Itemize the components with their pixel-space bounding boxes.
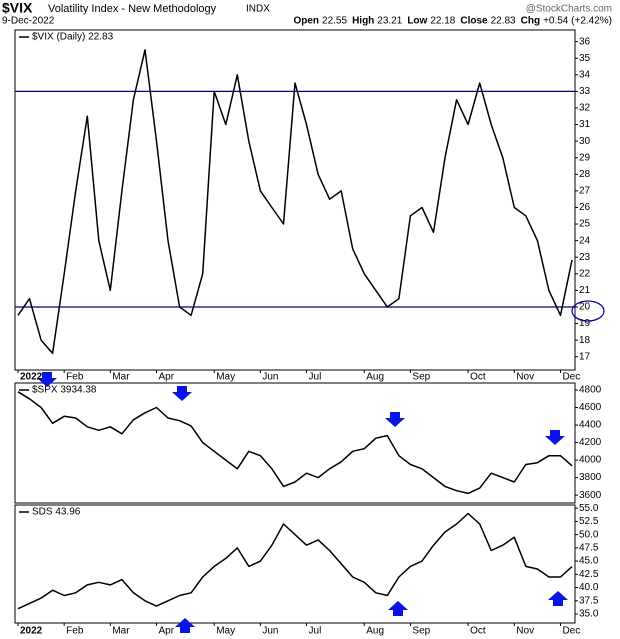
x-tick-label: Jun bbox=[262, 372, 278, 383]
y-tick-label: 29 bbox=[579, 152, 591, 163]
y-tick-label: 27 bbox=[579, 186, 591, 197]
arrows bbox=[37, 372, 568, 633]
y-tick-label: 55.0 bbox=[579, 503, 599, 514]
y-tick-label: 24 bbox=[579, 235, 591, 246]
line-series bbox=[17, 391, 573, 495]
y-tick-label: 18 bbox=[579, 335, 591, 346]
y-tick-label: 45.0 bbox=[579, 556, 599, 567]
quote-value: 22.55 bbox=[322, 16, 347, 27]
line-series bbox=[17, 49, 573, 355]
x-tick-label: Oct bbox=[470, 626, 486, 637]
legend: $SPX 3934.38 bbox=[32, 385, 97, 396]
down-arrow bbox=[172, 386, 192, 401]
y-tick-label: 21 bbox=[579, 285, 591, 296]
x-tick-label: Mar bbox=[112, 626, 130, 637]
y-tick-label: 47.5 bbox=[579, 543, 599, 554]
y-tick-label: 4200 bbox=[579, 437, 602, 448]
up-arrow bbox=[175, 618, 195, 633]
panel-frame bbox=[14, 504, 576, 624]
y-tick-label: 50.0 bbox=[579, 529, 599, 540]
x-tick-label: Aug bbox=[366, 626, 384, 637]
y-tick-label: 4600 bbox=[579, 402, 602, 413]
y-tick-label: 20 bbox=[579, 302, 591, 313]
y-tick-label: 35.0 bbox=[579, 609, 599, 620]
quote-label: Chg bbox=[521, 16, 540, 27]
quote-label: Open bbox=[293, 16, 319, 27]
y-tick-label: 36 bbox=[579, 36, 591, 47]
y-tick-label: 42.5 bbox=[579, 569, 599, 580]
quote-label: High bbox=[352, 16, 374, 27]
y-tick-label: 40.0 bbox=[579, 582, 599, 593]
quote-value: 23.21 bbox=[377, 16, 402, 27]
y-tick-label: 4800 bbox=[579, 385, 602, 396]
x-tick-label: Dec bbox=[562, 372, 580, 383]
y-tick-label: 22 bbox=[579, 268, 591, 279]
y-tick-label: 52.5 bbox=[579, 516, 599, 527]
down-arrow bbox=[37, 372, 57, 387]
panel-frame bbox=[14, 29, 576, 371]
y-tick-label: 4000 bbox=[579, 455, 602, 466]
x-tick-label: Oct bbox=[470, 372, 486, 383]
x-tick-label: Nov bbox=[516, 626, 534, 637]
y-tick-label: 19 bbox=[579, 318, 591, 329]
y-tick-label: 37.5 bbox=[579, 595, 599, 606]
quote-value: 22.83 bbox=[491, 16, 516, 27]
y-tick-label: 31 bbox=[579, 119, 591, 130]
y-tick-label: 34 bbox=[579, 69, 591, 80]
exchange: INDX bbox=[246, 4, 270, 15]
y-tick-label: 32 bbox=[579, 103, 591, 114]
y-tick-label: 25 bbox=[579, 219, 591, 230]
up-arrow bbox=[548, 591, 568, 606]
x-tick-label: Apr bbox=[159, 626, 175, 637]
legend: $VIX (Daily) 22.83 bbox=[32, 32, 114, 43]
y-tick-label: 4400 bbox=[579, 420, 602, 431]
watermark: @StockCharts.com bbox=[526, 4, 612, 15]
x-tick-label: Jul bbox=[309, 626, 322, 637]
x-tick-label: Jul bbox=[309, 372, 322, 383]
x-tick-label: Apr bbox=[159, 372, 175, 383]
y-tick-label: 3600 bbox=[579, 490, 602, 501]
legend: SDS 43.96 bbox=[32, 507, 81, 518]
y-tick-label: 28 bbox=[579, 169, 591, 180]
x-tick-label: Feb bbox=[66, 372, 84, 383]
x-tick-label: Feb bbox=[66, 626, 84, 637]
symbol: $VIX bbox=[2, 0, 33, 16]
x-tick-label: May bbox=[216, 372, 235, 383]
quote-label: Low bbox=[407, 16, 427, 27]
x-tick-label: May bbox=[216, 626, 235, 637]
y-tick-label: 17 bbox=[579, 351, 591, 362]
quote-label: Close bbox=[460, 16, 488, 27]
x-tick-label: Nov bbox=[516, 372, 534, 383]
x-tick-label: 2022 bbox=[20, 626, 43, 637]
panel-frame bbox=[14, 382, 576, 504]
security-name: Volatility Index - New Methodology bbox=[48, 3, 217, 15]
up-arrow bbox=[388, 601, 408, 616]
x-tick-label: Jun bbox=[262, 626, 278, 637]
x-tick-label: Sep bbox=[412, 372, 430, 383]
x-tick-label: Dec bbox=[562, 626, 580, 637]
quote-value: 22.18 bbox=[430, 16, 455, 27]
down-arrow bbox=[385, 412, 405, 427]
line-series bbox=[17, 512, 573, 610]
y-tick-label: 3800 bbox=[579, 472, 602, 483]
x-tick-label: 2022 bbox=[20, 372, 43, 383]
y-tick-label: 30 bbox=[579, 136, 591, 147]
y-tick-label: 26 bbox=[579, 202, 591, 213]
date: 9-Dec-2022 bbox=[2, 16, 55, 27]
y-tick-label: 23 bbox=[579, 252, 591, 263]
quote-value: +0.54 (+2.42%) bbox=[543, 16, 612, 27]
x-tick-label: Sep bbox=[412, 626, 430, 637]
highlight-circle bbox=[571, 300, 605, 322]
x-tick-label: Aug bbox=[366, 372, 384, 383]
x-tick-label: Mar bbox=[112, 372, 130, 383]
y-tick-label: 35 bbox=[579, 53, 591, 64]
down-arrow bbox=[545, 430, 565, 445]
y-tick-label: 33 bbox=[579, 86, 591, 97]
